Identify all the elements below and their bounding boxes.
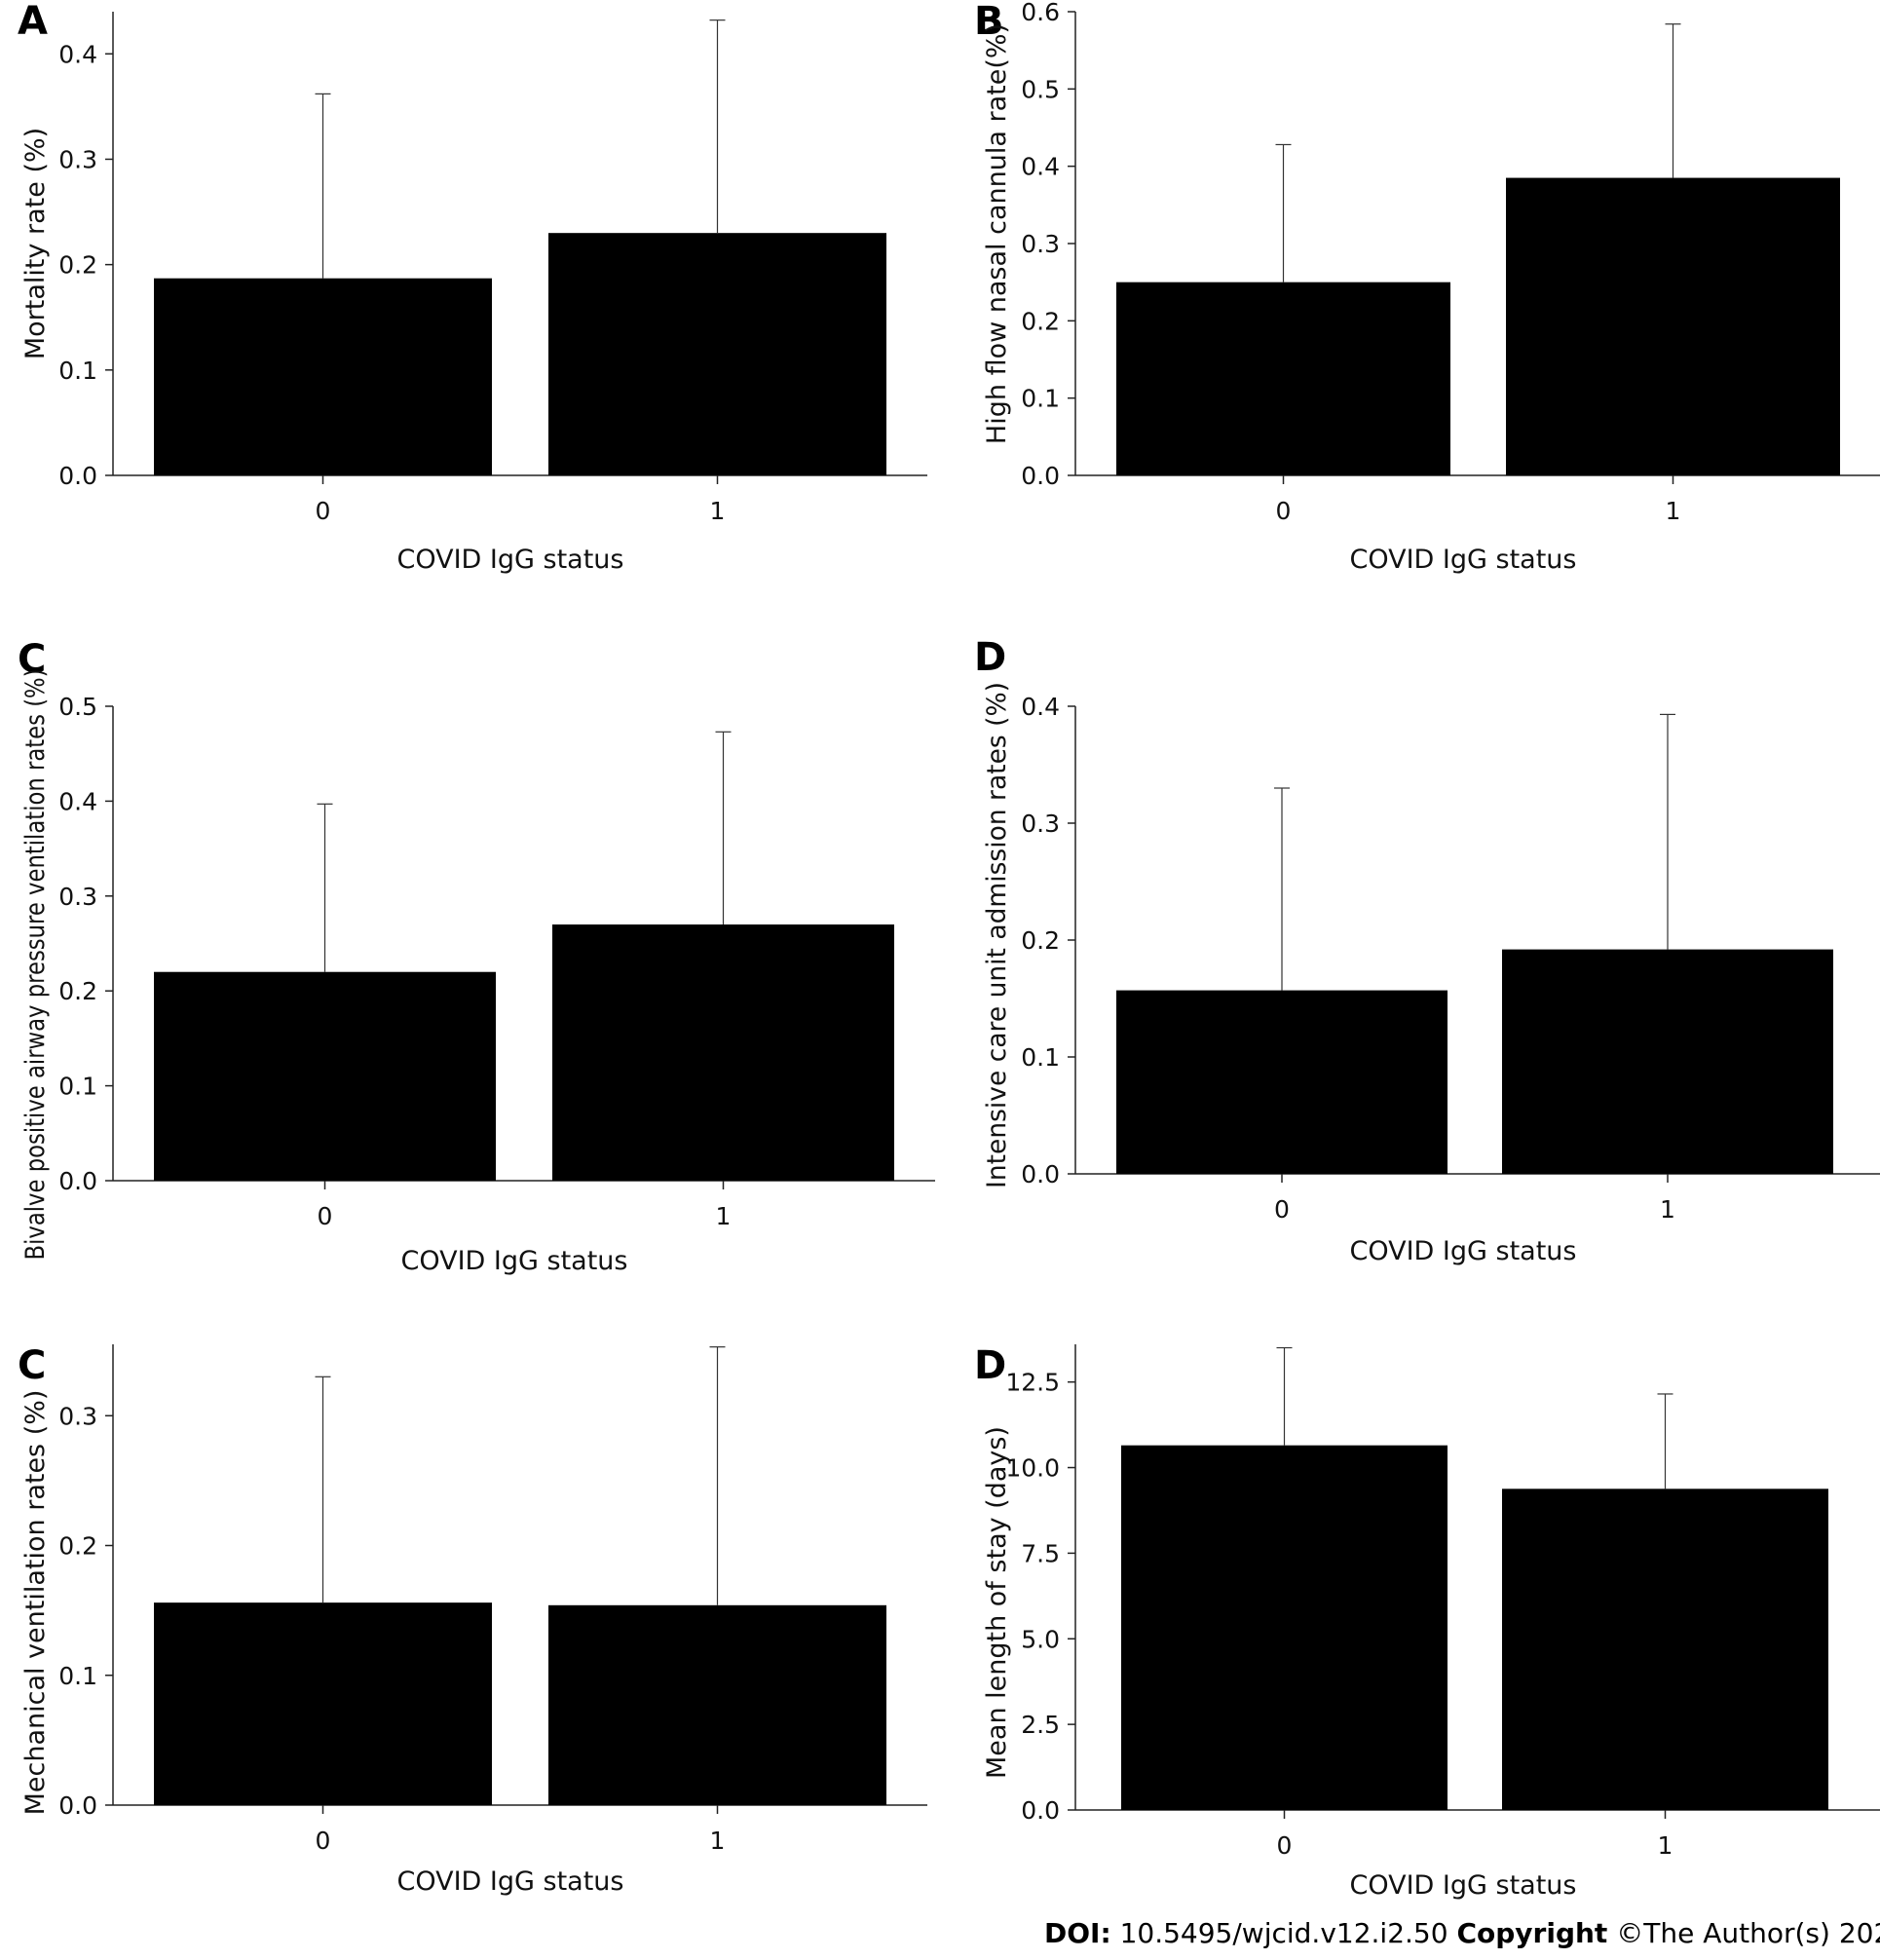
x-axis-label: COVID IgG status xyxy=(1349,1870,1576,1901)
x-axis-label: COVID IgG status xyxy=(396,545,623,575)
y-axis-label: Mean length of stay (days) xyxy=(982,1426,1012,1779)
bar-igg-0 xyxy=(154,278,492,475)
bar-igg-0 xyxy=(1116,282,1450,475)
chart-panel-3: C 0.0 0.1 0.2 0.3 0.4 0.5 0 1 COVID IgG status Biv… xyxy=(18,637,935,1276)
bar-igg-1 xyxy=(548,233,886,475)
y-tick-label: 12.5 xyxy=(1005,1369,1060,1397)
y-tick-label: 0.1 xyxy=(1021,1043,1060,1072)
y-tick-label: 2.5 xyxy=(1021,1711,1060,1739)
panel-label: C xyxy=(18,637,46,682)
bar-igg-1 xyxy=(548,1604,886,1805)
x-tick-label: 0 xyxy=(1274,1195,1290,1224)
x-axis-label: COVID IgG status xyxy=(400,1246,627,1276)
bar-igg-1 xyxy=(1506,177,1840,476)
doi-label: DOI: xyxy=(1044,1917,1111,1949)
panel-label: D xyxy=(974,635,1006,680)
bar-igg-1 xyxy=(1502,949,1833,1174)
y-tick-label: 0.5 xyxy=(1021,75,1060,103)
y-axis-label: High flow nasal cannula rate(%) xyxy=(982,23,1012,444)
bar-igg-0 xyxy=(1121,1445,1448,1810)
chart-panel-1: A 0.0 0.1 0.2 0.3 0.4 0 1 COVID IgG status Mortal… xyxy=(18,0,927,575)
y-tick-label: 0.1 xyxy=(1021,385,1060,413)
y-tick-label: 0.0 xyxy=(58,1791,97,1820)
x-tick-label: 1 xyxy=(716,1202,732,1230)
y-tick-label: 0.0 xyxy=(58,462,97,490)
x-tick-label: 0 xyxy=(316,497,331,525)
y-tick-label: 0.1 xyxy=(58,357,97,385)
x-tick-label: 1 xyxy=(1658,1831,1673,1860)
y-tick-label: 0.2 xyxy=(1021,926,1060,955)
y-tick-label: 0.3 xyxy=(58,145,97,173)
copyright-label: Copyright xyxy=(1456,1917,1608,1949)
bar-igg-0 xyxy=(1116,990,1448,1174)
x-tick-label: 0 xyxy=(316,1827,331,1855)
y-tick-label: 0.2 xyxy=(58,1532,97,1561)
y-tick-label: 0.2 xyxy=(58,251,97,280)
chart-panel-5: C 0.0 0.1 0.2 0.3 0 1 COVID IgG status Mechanica… xyxy=(18,1343,927,1897)
chart-panel-4: D 0.0 0.1 0.2 0.3 0.4 0 1 COVID IgG status Intens… xyxy=(974,635,1880,1266)
y-tick-label: 0.2 xyxy=(1021,307,1060,335)
y-axis-label: Mortality rate (%) xyxy=(20,128,51,359)
chart-panel-2: B 0.0 0.1 0.2 0.3 0.4 0.5 0.6 0 1 COVID IgG status… xyxy=(974,0,1880,575)
x-tick-label: 1 xyxy=(710,1827,726,1855)
x-tick-label: 0 xyxy=(1276,497,1292,525)
y-tick-label: 0.1 xyxy=(58,1073,97,1101)
copyright-value: ©The Author(s) 2022. xyxy=(1616,1917,1880,1949)
x-axis-label: COVID IgG status xyxy=(396,1866,623,1897)
y-tick-label: 0.3 xyxy=(58,1402,97,1430)
y-tick-label: 0.0 xyxy=(1021,1796,1060,1825)
y-tick-label: 7.5 xyxy=(1021,1539,1060,1567)
chart-panel-6: D 0.0 2.5 5.0 7.5 10.0 12.5 0 1 COVID IgG status M… xyxy=(974,1343,1880,1901)
y-tick-label: 0.3 xyxy=(58,883,97,911)
y-axis-label: Bivalve positive airway pressure ventila… xyxy=(20,669,51,1261)
y-tick-label: 0.0 xyxy=(58,1167,97,1195)
y-tick-label: 0.4 xyxy=(58,40,97,68)
x-tick-label: 1 xyxy=(1660,1195,1675,1224)
y-tick-label: 0.3 xyxy=(1021,810,1060,838)
panel-label: C xyxy=(18,1343,46,1388)
y-tick-label: 0.4 xyxy=(1021,153,1060,181)
y-tick-label: 0.1 xyxy=(58,1662,97,1690)
bar-igg-0 xyxy=(154,971,496,1181)
y-tick-label: 0.4 xyxy=(58,787,97,815)
y-tick-label: 0.0 xyxy=(1021,1160,1060,1188)
panel-label: D xyxy=(974,1343,1006,1388)
y-tick-label: 0.2 xyxy=(58,977,97,1005)
y-tick-label: 0.6 xyxy=(1021,0,1060,26)
doi-value: 10.5495/wjcid.v12.i2.50 xyxy=(1119,1917,1448,1949)
x-tick-label: 0 xyxy=(318,1202,333,1230)
bar-igg-1 xyxy=(552,924,894,1181)
y-axis-label: Mechanical ventilation rates (%) xyxy=(20,1390,51,1816)
citation-footer: DOI: 10.5495/wjcid.v12.i2.50 Copyright ©… xyxy=(1044,1917,1880,1949)
x-axis-label: COVID IgG status xyxy=(1349,545,1576,575)
y-tick-label: 0.0 xyxy=(1021,462,1060,490)
y-axis-label: Intensive care unit admission rates (%) xyxy=(982,682,1012,1188)
x-tick-label: 1 xyxy=(1666,497,1681,525)
x-axis-label: COVID IgG status xyxy=(1349,1236,1576,1266)
panel-label: B xyxy=(974,0,1004,44)
x-tick-label: 0 xyxy=(1277,1831,1293,1860)
y-tick-label: 0.5 xyxy=(58,693,97,721)
y-tick-label: 0.3 xyxy=(1021,230,1060,258)
y-tick-label: 10.0 xyxy=(1005,1454,1060,1483)
y-tick-label: 5.0 xyxy=(1021,1625,1060,1653)
bar-igg-1 xyxy=(1502,1489,1828,1810)
y-tick-label: 0.4 xyxy=(1021,693,1060,721)
panel-label: A xyxy=(18,0,48,44)
bar-igg-0 xyxy=(154,1602,492,1805)
x-tick-label: 1 xyxy=(710,497,726,525)
